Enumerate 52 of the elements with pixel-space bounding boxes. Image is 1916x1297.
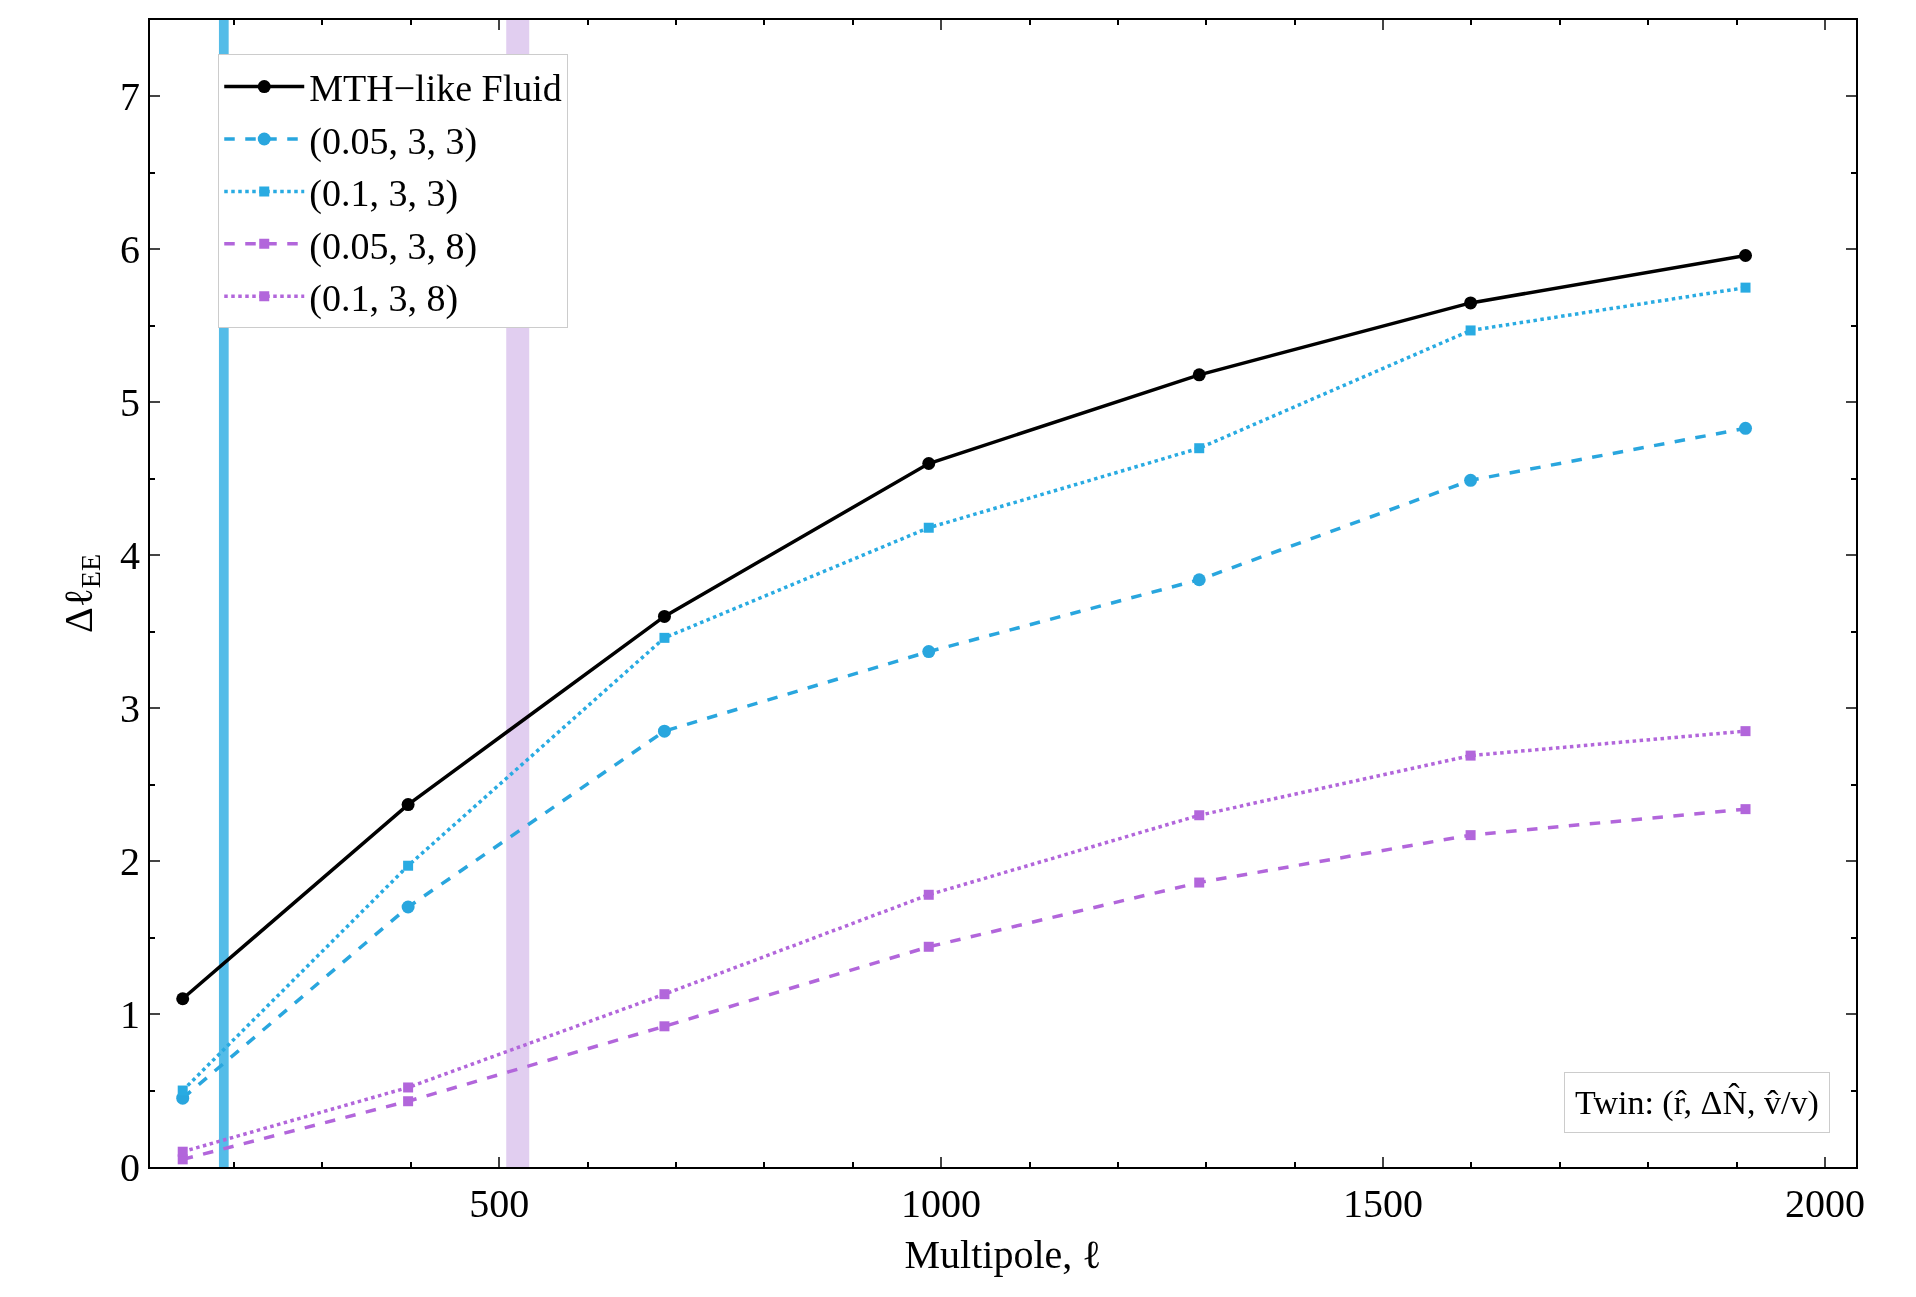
point xyxy=(1192,573,1206,587)
x-tick-label: 500 xyxy=(469,1181,530,1226)
point xyxy=(401,900,415,914)
y-tick-label: 1 xyxy=(120,992,140,1038)
point xyxy=(1740,726,1751,737)
point xyxy=(1465,830,1476,841)
point xyxy=(177,1146,188,1157)
point xyxy=(923,889,934,900)
point xyxy=(659,1021,670,1032)
legend-label: (0.1, 3, 3) xyxy=(309,172,459,216)
y-tick-label: 0 xyxy=(120,1145,140,1190)
point xyxy=(1739,421,1753,435)
point xyxy=(659,632,670,643)
x-axis-title: Multipole, ℓ xyxy=(904,1232,1102,1277)
point xyxy=(1194,443,1205,454)
point xyxy=(923,522,934,533)
y-tick-label: 4 xyxy=(120,533,140,579)
legend-label: (0.1, 3, 8) xyxy=(309,277,459,321)
point xyxy=(403,1082,414,1093)
point xyxy=(1739,249,1753,263)
x-tick-label: 1500 xyxy=(1343,1181,1424,1226)
y-tick-label: 6 xyxy=(120,227,140,273)
point xyxy=(177,1085,188,1096)
point xyxy=(1192,368,1206,382)
point xyxy=(176,992,190,1006)
annotation: Twin: (r̂, ΔN̂, v̂/v) xyxy=(1575,1083,1819,1122)
x-tick-label: 2000 xyxy=(1785,1181,1866,1226)
point xyxy=(1194,810,1205,821)
legend-label: MTH−like Fluid xyxy=(309,67,562,110)
y-tick-label: 2 xyxy=(120,839,140,885)
legend-label: (0.05, 3, 3) xyxy=(309,119,478,163)
legend-label: (0.05, 3, 8) xyxy=(309,224,478,268)
point xyxy=(1740,282,1751,293)
point xyxy=(401,798,415,812)
point xyxy=(657,724,671,738)
point xyxy=(1464,473,1478,487)
point xyxy=(1465,325,1476,336)
y-tick-label: 3 xyxy=(120,686,140,732)
point xyxy=(657,609,671,623)
point xyxy=(1740,804,1751,815)
point xyxy=(403,1096,414,1107)
point xyxy=(922,645,936,659)
point xyxy=(1465,750,1476,761)
y-tick-label: 7 xyxy=(120,74,140,120)
point xyxy=(1194,877,1205,888)
x-tick-label: 1000 xyxy=(901,1181,982,1226)
point xyxy=(1464,296,1478,310)
point xyxy=(659,989,670,1000)
point xyxy=(923,941,934,952)
y-tick-label: 5 xyxy=(120,380,140,426)
point xyxy=(403,860,414,871)
point xyxy=(922,457,936,470)
